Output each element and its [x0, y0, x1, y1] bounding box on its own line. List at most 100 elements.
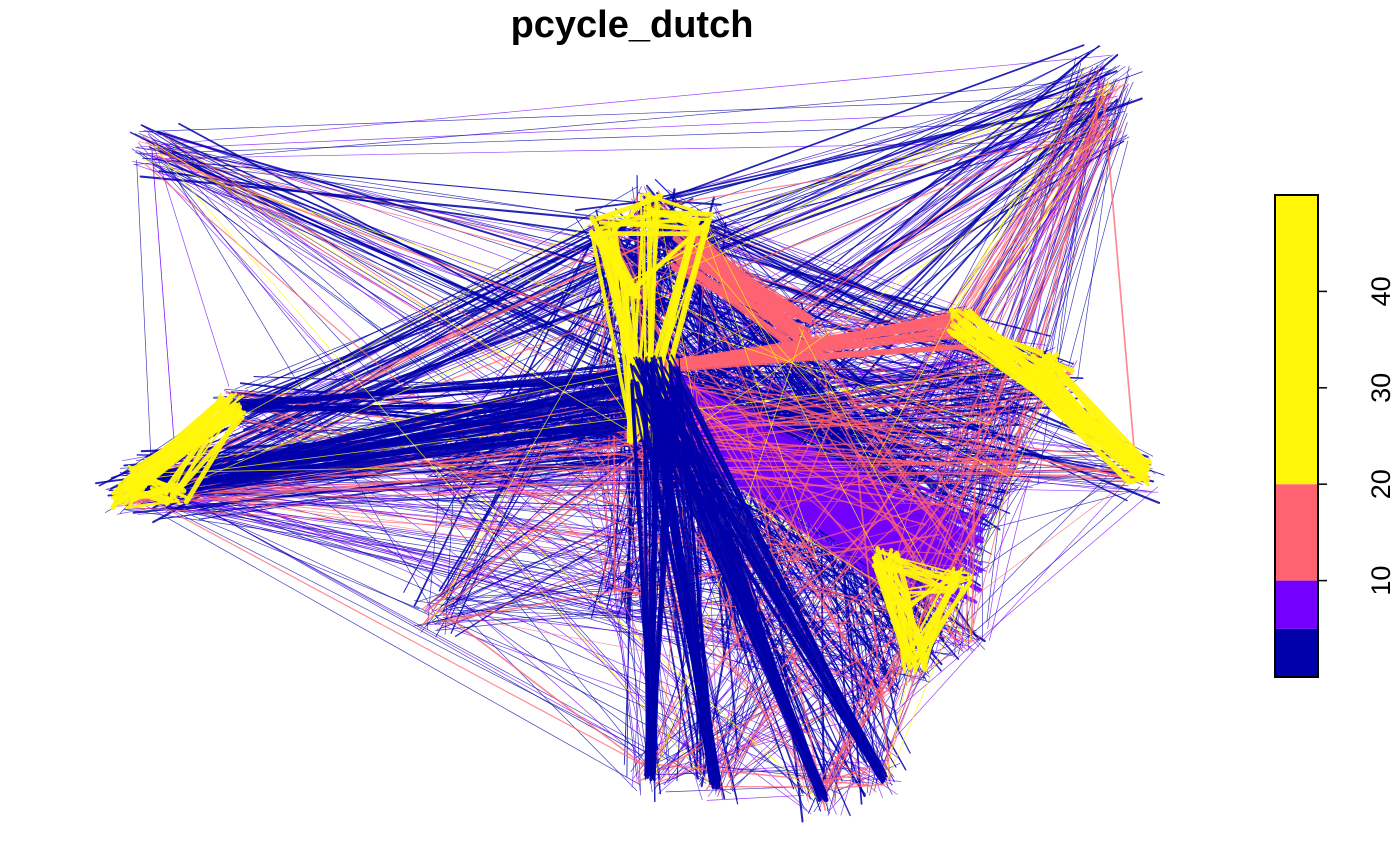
flow-line [982, 85, 1112, 336]
flow-line [157, 130, 627, 277]
flow-line [142, 159, 995, 427]
flow-line [946, 569, 970, 575]
flow-line [157, 147, 604, 383]
flow-line [185, 498, 732, 795]
flow-line [831, 452, 925, 805]
flow-line [699, 400, 885, 457]
flow-line [721, 418, 1011, 774]
flow-line [589, 229, 635, 443]
flow-line [138, 119, 1115, 155]
flow-line [1006, 405, 1010, 457]
flow-line [169, 139, 702, 408]
flow-line [424, 439, 655, 614]
flow-line [711, 230, 998, 428]
flow-line [651, 343, 971, 371]
flow-line [960, 75, 1096, 325]
flow-line [952, 78, 1122, 312]
flow-line [946, 117, 1108, 335]
flow-line [873, 508, 954, 711]
flow-line [744, 410, 836, 642]
flow-line [956, 81, 1115, 332]
legend-tick-label: 40 [1366, 276, 1396, 306]
flow-line [961, 454, 1129, 627]
flow-line [970, 486, 976, 632]
flow-line [657, 200, 694, 398]
flow-line [151, 149, 179, 494]
flow-line [633, 357, 887, 780]
flow-line [648, 209, 714, 217]
flow-line [415, 605, 730, 768]
flow-line [987, 76, 1077, 630]
flow-line [995, 101, 1093, 351]
flow-line [870, 65, 1087, 470]
flow-line [165, 166, 645, 762]
flow-line [745, 421, 994, 427]
flow-line [760, 98, 1118, 447]
flow-line [879, 564, 928, 667]
legend-swatch [1275, 484, 1318, 581]
flow-line [867, 76, 1130, 690]
flow-line [702, 255, 795, 320]
flow-line [139, 486, 870, 701]
flow-line [1039, 352, 1060, 369]
flow-line [152, 165, 658, 387]
flow-line [697, 390, 809, 803]
flow-line [178, 122, 640, 373]
flow-line [886, 563, 964, 578]
flow-line [808, 486, 1158, 786]
flow-line [911, 662, 918, 673]
flow-line [984, 117, 1109, 341]
flow-line [423, 442, 657, 624]
flow-line [170, 395, 241, 498]
flow-line [626, 437, 631, 778]
flow-line [658, 203, 840, 418]
flow-line [703, 217, 913, 624]
flow-line [762, 439, 958, 564]
flow-line [631, 390, 714, 787]
flow-line [646, 134, 1109, 209]
flow-lines [95, 44, 1165, 823]
flow-line [893, 557, 952, 593]
flow-line [141, 407, 242, 489]
flow-line [989, 477, 1030, 641]
flow-line [657, 190, 767, 428]
flow-line [635, 431, 1140, 474]
flow-line [717, 771, 724, 795]
flow-line [877, 551, 899, 569]
flow-line [168, 147, 942, 315]
flow-line [134, 507, 976, 556]
flow-line [822, 118, 1119, 792]
flow-line [171, 162, 609, 389]
flow-line [223, 377, 621, 406]
flow-line [885, 372, 1057, 785]
legend-swatch [1275, 195, 1318, 485]
flow-line [856, 466, 891, 781]
flow-line [113, 392, 238, 503]
flow-line [130, 488, 656, 757]
flow-line [144, 107, 1110, 150]
flow-line [136, 54, 1114, 148]
legend-tick-label: 20 [1366, 469, 1396, 499]
flow-line [238, 378, 662, 412]
flow-line [435, 465, 806, 794]
flow-line [599, 230, 638, 299]
flow-line [143, 481, 429, 615]
flow-line [650, 101, 1130, 425]
flow-line [656, 333, 948, 364]
flow-line [1102, 95, 1138, 481]
flow-line [147, 133, 443, 452]
flow-line [653, 80, 1099, 209]
flow-line [631, 279, 1014, 480]
flow-line [639, 397, 884, 784]
flow-line [149, 486, 168, 501]
flow-line [746, 369, 1048, 639]
flow-line [592, 218, 653, 422]
flow-line [695, 405, 1148, 463]
flow-line [651, 390, 1075, 452]
flow-line [690, 134, 1095, 235]
flow-line [657, 356, 887, 781]
flow-line [881, 120, 1125, 779]
flow-line [116, 402, 241, 506]
flow-line [183, 409, 244, 505]
flow-line [650, 333, 961, 367]
